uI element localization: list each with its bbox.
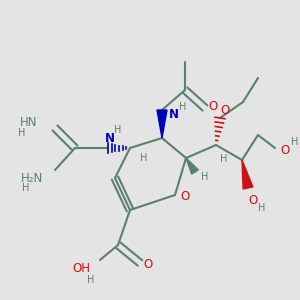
Text: H: H <box>258 203 266 213</box>
Text: HN: HN <box>20 116 37 130</box>
Text: OH: OH <box>72 262 90 275</box>
Text: N: N <box>105 131 115 145</box>
Text: O: O <box>248 194 258 206</box>
Text: O: O <box>180 190 190 203</box>
Text: O: O <box>220 103 230 116</box>
Text: H: H <box>87 275 94 285</box>
Text: H: H <box>18 128 25 138</box>
Text: H: H <box>220 154 228 164</box>
Text: H: H <box>114 125 122 135</box>
Text: N: N <box>169 109 179 122</box>
Polygon shape <box>186 158 198 174</box>
Text: H: H <box>201 172 209 182</box>
Text: O: O <box>208 100 217 112</box>
Text: H: H <box>179 102 187 112</box>
Text: O: O <box>143 259 153 272</box>
Text: H₂N: H₂N <box>21 172 43 184</box>
Text: H: H <box>291 137 299 147</box>
Polygon shape <box>242 160 253 189</box>
Polygon shape <box>157 110 167 138</box>
Text: H: H <box>22 183 29 193</box>
Text: O: O <box>280 143 290 157</box>
Text: H: H <box>140 153 148 163</box>
